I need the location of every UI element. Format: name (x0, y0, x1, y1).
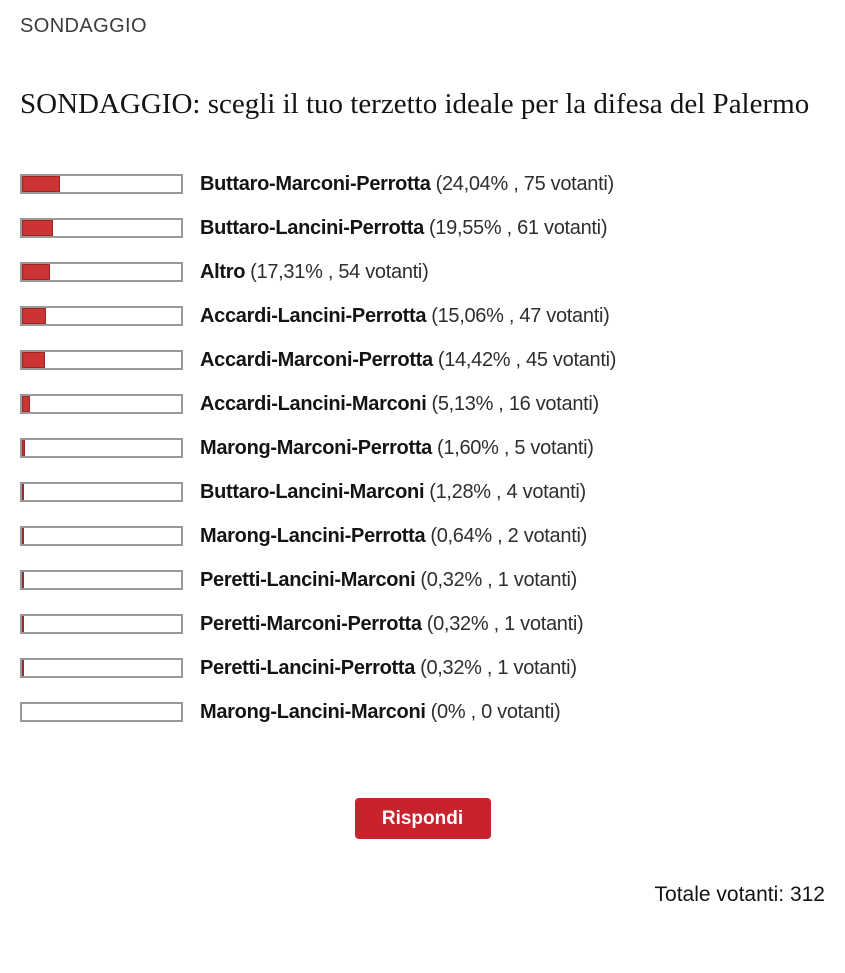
option-name: Buttaro-Marconi-Perrotta (200, 172, 431, 195)
option-label: Buttaro-Lancini-Perrotta (19,55% , 61 vot… (200, 216, 608, 240)
vote-bar-fill (22, 528, 24, 544)
option-name: Peretti-Lancini-Perrotta (200, 656, 416, 679)
poll-question-title: SONDAGGIO: scegli il tuo terzetto ideale… (20, 88, 810, 120)
poll-option-row: Marong-Marconi-Perrotta (1,60% , 5 votant… (20, 426, 825, 470)
poll-option-row: Altro (17,31% , 54 votanti) (20, 250, 825, 294)
vote-bar (20, 350, 183, 370)
option-label: Peretti-Marconi-Perrotta (0,32% , 1 votan… (200, 612, 584, 636)
poll-results-list: Buttaro-Marconi-Perrotta (24,04% , 75 vot… (20, 162, 825, 734)
poll-option-row: Buttaro-Lancini-Marconi (1,28% , 4 votant… (20, 470, 825, 514)
vote-bar-fill (22, 308, 46, 324)
vote-bar (20, 218, 183, 238)
option-label: Accardi-Lancini-Marconi (5,13% , 16 votan… (200, 393, 599, 416)
option-stats: (19,55% , 61 votanti) (428, 216, 608, 239)
option-stats: (0,32% , 1 votanti) (426, 612, 584, 635)
vote-bar-fill (22, 264, 50, 280)
rispondi-button[interactable]: Rispondi (354, 798, 491, 839)
option-label: Accardi-Lancini-Perrotta (15,06% , 47 vot… (200, 304, 610, 328)
vote-bar-fill (22, 660, 24, 676)
option-label: Buttaro-Marconi-Perrotta (24,04% , 75 vot… (200, 173, 614, 196)
total-votes: Totale votanti: 312 (20, 883, 825, 907)
option-stats: (15,06% , 47 votanti) (431, 304, 610, 327)
option-stats: (24,04% , 75 votanti) (435, 172, 615, 195)
option-stats: (0,64% , 2 votanti) (430, 524, 587, 547)
poll-option-row: Peretti-Lancini-Marconi (0,32% , 1 votant… (20, 558, 825, 602)
vote-bar (20, 438, 183, 458)
vote-bar (20, 262, 183, 282)
poll-option-row: Accardi-Marconi-Perrotta (14,42% , 45 vot… (20, 338, 825, 382)
option-stats: (17,31% , 54 votanti) (250, 260, 429, 283)
vote-bar-fill (22, 176, 61, 192)
option-stats: (1,60% , 5 votanti) (437, 436, 594, 459)
option-name: Accardi-Lancini-Marconi (200, 392, 427, 415)
option-name: Buttaro-Lancini-Marconi (200, 480, 425, 503)
option-name: Peretti-Lancini-Marconi (200, 568, 416, 591)
option-name: Marong-Lancini-Perrotta (200, 524, 426, 547)
option-label: Peretti-Lancini-Perrotta (0,32% , 1 votan… (200, 657, 577, 680)
option-stats: (0,32% , 1 votanti) (420, 656, 577, 679)
button-row: Rispondi (20, 798, 825, 839)
option-stats: (5,13% , 16 votanti) (431, 392, 599, 415)
option-name: Peretti-Marconi-Perrotta (200, 612, 422, 635)
vote-bar-fill (22, 220, 54, 236)
option-label: Buttaro-Lancini-Marconi (1,28% , 4 votant… (200, 481, 586, 504)
option-label: Marong-Lancini-Perrotta (0,64% , 2 votant… (200, 525, 587, 548)
vote-bar (20, 174, 183, 194)
vote-bar (20, 702, 183, 722)
poll-option-row: Buttaro-Marconi-Perrotta (24,04% , 75 vot… (20, 162, 825, 206)
option-stats: (1,28% , 4 votanti) (429, 480, 586, 503)
poll-option-row: Buttaro-Lancini-Perrotta (19,55% , 61 vot… (20, 206, 825, 250)
vote-bar (20, 658, 183, 678)
vote-bar (20, 482, 183, 502)
poll-option-row: Peretti-Lancini-Perrotta (0,32% , 1 votan… (20, 646, 825, 690)
option-label: Peretti-Lancini-Marconi (0,32% , 1 votant… (200, 569, 577, 592)
vote-bar (20, 306, 183, 326)
vote-bar-fill (22, 572, 24, 588)
vote-bar-fill (22, 440, 25, 456)
option-label: Marong-Lancini-Marconi (0% , 0 votanti) (200, 700, 561, 724)
vote-bar (20, 394, 183, 414)
vote-bar-fill (22, 396, 31, 412)
option-name: Marong-Lancini-Marconi (200, 700, 426, 723)
option-stats: (0,32% , 1 votanti) (420, 568, 577, 591)
total-votes-value: 312 (789, 883, 825, 906)
poll-option-row: Marong-Lancini-Marconi (0% , 0 votanti) (20, 690, 825, 734)
option-name: Altro (200, 260, 246, 283)
option-name: Accardi-Marconi-Perrotta (200, 348, 433, 371)
vote-bar-fill (22, 484, 25, 500)
poll-option-row: Accardi-Lancini-Marconi (5,13% , 16 votan… (20, 382, 825, 426)
vote-bar (20, 614, 183, 634)
option-stats: (14,42% , 45 votanti) (437, 348, 617, 371)
option-name: Marong-Marconi-Perrotta (200, 436, 433, 459)
option-name: Accardi-Lancini-Perrotta (200, 304, 427, 327)
poll-option-row: Peretti-Marconi-Perrotta (0,32% , 1 votan… (20, 602, 825, 646)
vote-bar-fill (22, 616, 24, 632)
option-label: Accardi-Marconi-Perrotta (14,42% , 45 vot… (200, 349, 616, 372)
total-votes-label: Totale votanti: (654, 883, 785, 906)
section-kicker: SONDAGGIO (20, 15, 147, 37)
option-name: Buttaro-Lancini-Perrotta (200, 216, 424, 239)
option-label: Marong-Marconi-Perrotta (1,60% , 5 votant… (200, 437, 594, 460)
vote-bar (20, 570, 183, 590)
vote-bar-fill (22, 352, 45, 368)
option-stats: (0% , 0 votanti) (430, 700, 561, 723)
option-label: Altro (17,31% , 54 votanti) (200, 260, 429, 284)
vote-bar (20, 526, 183, 546)
poll-option-row: Accardi-Lancini-Perrotta (15,06% , 47 vot… (20, 294, 825, 338)
poll-option-row: Marong-Lancini-Perrotta (0,64% , 2 votant… (20, 514, 825, 558)
